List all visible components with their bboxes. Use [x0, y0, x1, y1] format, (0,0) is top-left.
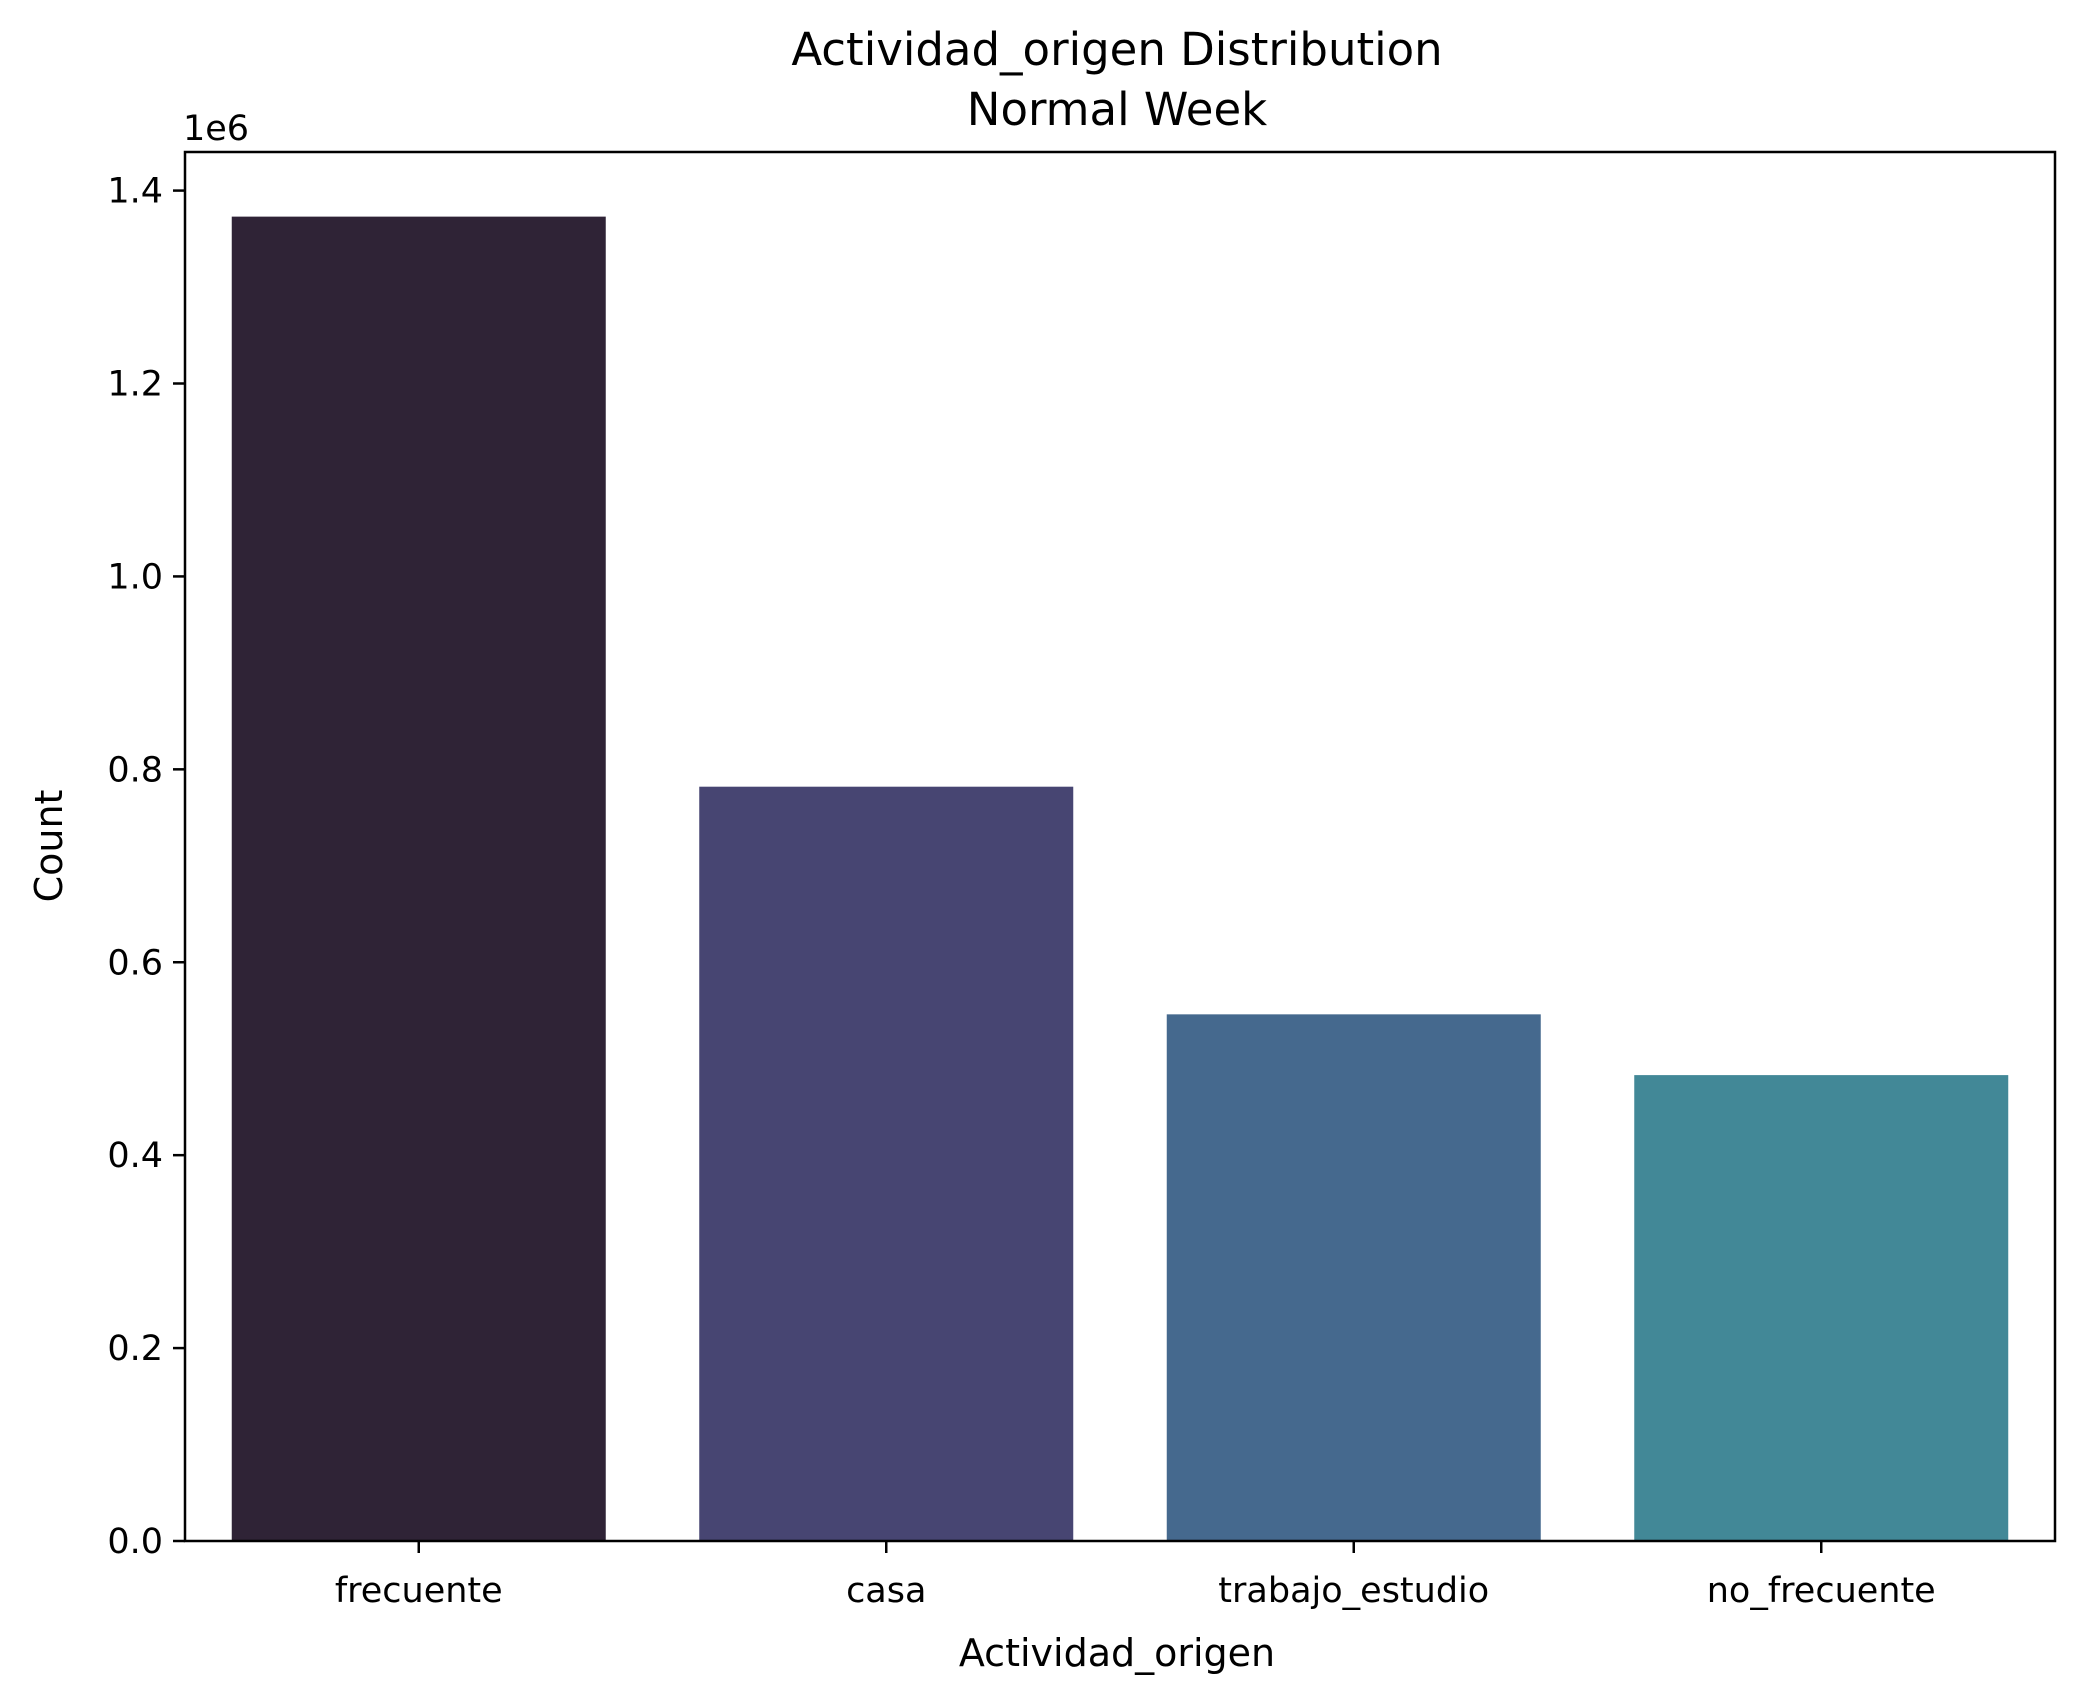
- x-axis-label: Actividad_origen: [959, 1631, 1275, 1675]
- bar-casa: [699, 786, 1074, 1541]
- chart-title: Actividad_origen Distribution: [791, 23, 1442, 76]
- y-axis-offset-label: 1e6: [183, 109, 249, 149]
- y-tick-label: 1.0: [107, 557, 163, 597]
- x-tick-label: frecuente: [335, 1571, 503, 1611]
- bar-frecuente: [231, 216, 606, 1542]
- y-tick-label: 0.0: [107, 1522, 163, 1562]
- x-tick-label: no_frecuente: [1707, 1571, 1936, 1611]
- y-axis-label: Count: [27, 790, 71, 903]
- x-axis-ticks: frecuente casa trabajo_estudio no_frecuente: [335, 1541, 1936, 1611]
- y-tick-label: 0.8: [107, 750, 163, 790]
- plot-frame: [183, 150, 2057, 1543]
- y-axis-ticks: 0.0 0.2 0.4 0.6 0.8 1.0 1.2 1.4: [107, 172, 185, 1562]
- y-tick-label: 1.2: [107, 365, 163, 405]
- x-tick-label: trabajo_estudio: [1218, 1571, 1489, 1611]
- x-tick-label: casa: [846, 1571, 926, 1611]
- chart-subtitle: Normal Week: [967, 83, 1267, 136]
- bar-trabajo-estudio: [1166, 1014, 1541, 1541]
- y-tick-label: 0.6: [107, 943, 163, 983]
- y-tick-label: 0.4: [107, 1136, 163, 1176]
- y-tick-label: 0.2: [107, 1329, 163, 1369]
- y-tick-label: 1.4: [107, 172, 163, 212]
- bar-no-frecuente: [1634, 1075, 2009, 1541]
- bars-group: [231, 216, 2009, 1542]
